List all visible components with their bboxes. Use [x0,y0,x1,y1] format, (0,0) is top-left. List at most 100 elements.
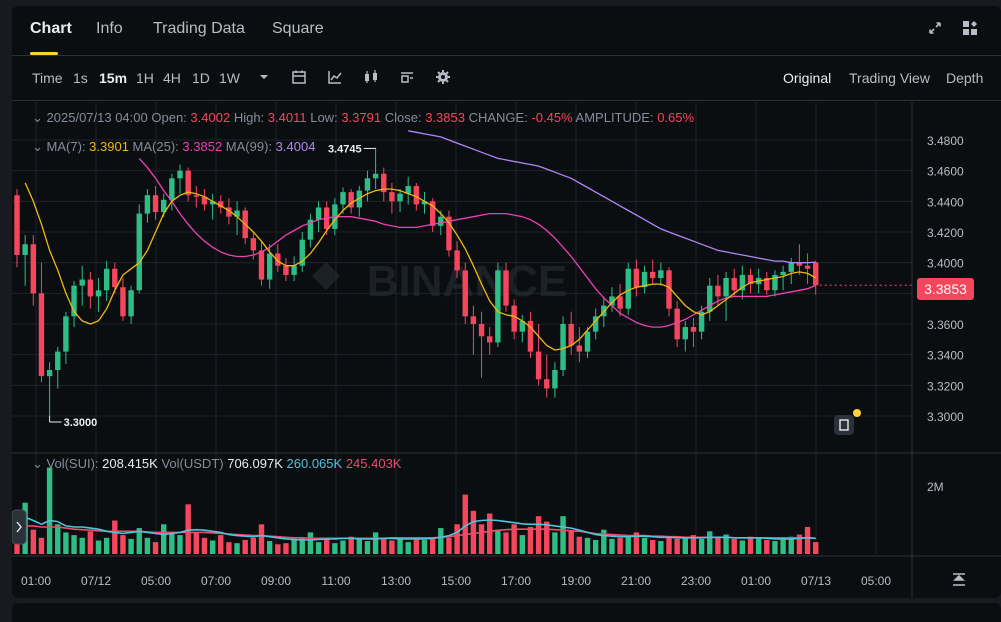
volume-bar [275,544,281,554]
tab-square[interactable]: Square [272,20,324,37]
volume-bar [568,531,574,554]
candle-body [144,195,151,214]
candle-body [438,216,444,226]
view-depth[interactable]: Depth [946,70,984,86]
price-tick-label: 3.4200 [927,226,964,240]
time-tick-label: 19:00 [561,574,591,588]
collapse-chevron-icon[interactable]: ⌄ [32,110,43,125]
volume-bar [495,529,501,554]
candlestick-chart[interactable]: BINANCE3.48003.46003.44003.42003.40003.3… [12,6,1001,598]
candle-body [169,178,175,200]
calendar-icon[interactable] [290,68,308,86]
volume-bar [193,532,199,554]
volume-bar [177,535,183,554]
volume-bar [242,539,248,554]
price-tick-label: 3.4600 [927,165,964,179]
volume-bar [14,536,20,554]
view-trading-view[interactable]: Trading View [849,70,930,86]
volume-bar [356,537,362,554]
volume-bar [413,538,420,554]
vol-collapse-chevron-icon[interactable]: ⌄ [32,456,43,471]
volume-bar [511,524,517,554]
interval-15m[interactable]: 15m [99,70,128,86]
candle-body [340,192,346,205]
candle-type-icon[interactable] [362,68,380,86]
template-icon[interactable] [398,68,416,86]
candle-body [519,320,525,332]
ma-collapse-chevron-icon[interactable]: ⌄ [32,139,43,154]
volume-bar [38,537,45,554]
ma25-line [138,157,816,328]
interval-1w[interactable]: 1W [219,70,240,86]
candle-body [63,316,69,352]
candle-body [185,170,191,196]
candle-body [715,285,721,297]
change-value: -0.45% [531,110,573,125]
expand-icon[interactable] [925,20,945,40]
volume-bar [218,535,224,554]
volume-bar [438,528,444,554]
volume-bar [266,541,273,554]
volume-bar [332,543,338,554]
tab-info[interactable]: Info [96,20,123,37]
interval-1h[interactable]: 1H [136,70,154,86]
tab-chart[interactable]: Chart [30,20,72,37]
price-tick-label: 3.3400 [927,349,964,363]
chevron-down-icon[interactable] [255,68,273,86]
interval-4h[interactable]: 4H [163,70,181,86]
volume-bar [120,535,126,554]
time-tick-label: 07/13 [801,574,831,588]
price-tick-label: 3.4400 [927,195,964,209]
candle-body [136,213,142,291]
volume-bar [633,532,640,554]
candle-body [112,268,118,288]
candle-body [780,271,786,275]
candle-body [250,238,257,251]
volume-bar [30,529,36,554]
time-tick-label: 17:00 [501,574,531,588]
vol-usdt-label: Vol(USDT) [161,456,224,471]
ohlc-datetime: 2025/07/13 04:00 [46,110,148,125]
candle-body [454,250,460,271]
time-tick-label: 09:00 [261,574,291,588]
volume-bar [560,516,566,554]
indicator-icon[interactable] [326,68,344,86]
ma99-line [408,130,816,264]
candle-body [764,278,770,291]
candle-body [544,379,550,389]
volume-bar [429,537,436,554]
volume-bar [747,536,754,554]
interval-1s[interactable]: 1s [73,70,88,86]
panel-collapse-handle[interactable] [12,509,27,545]
volume-bar [364,541,371,554]
amplitude-value: 0.65% [657,110,695,125]
candle-body [55,351,61,370]
gear-icon[interactable] [434,68,452,86]
candle-body [478,324,485,337]
volume-bar [813,542,819,554]
candle-body [527,320,534,352]
news-icon[interactable] [834,409,861,435]
ma7-label: MA(7): [46,139,86,154]
volume-bar [446,537,452,554]
candle-body [503,270,509,306]
candle-body [201,196,208,205]
tab-trading-data[interactable]: Trading Data [153,20,245,37]
ma7-value: 3.3901 [89,139,129,154]
chart-toolbar: Time 1s 15m 1H 4H 1D 1W Original Trading… [12,57,1001,101]
candle-body [275,253,281,266]
candle-body [364,178,371,191]
time-axis-reset-icon[interactable] [953,573,965,586]
layout-grid-icon[interactable] [960,20,980,40]
ma99-value: 3.4004 [275,139,316,154]
view-original[interactable]: Original [783,70,832,86]
ma25-value: 3.3852 [182,139,223,154]
candle-body [307,219,314,240]
vol-sui-label: Vol(SUI): [46,456,99,471]
candle-body [625,268,631,309]
interval-1d[interactable]: 1D [192,70,210,86]
candle-body [739,274,746,291]
candle-body [707,285,713,312]
volume-bar [478,524,485,554]
interval-time[interactable]: Time [32,70,63,86]
